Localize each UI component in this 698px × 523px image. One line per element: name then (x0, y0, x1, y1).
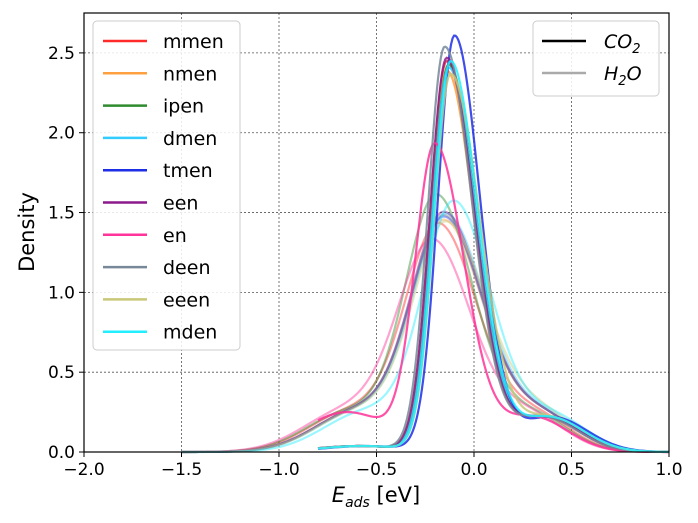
x-tick-label: 1.0 (655, 460, 682, 480)
x-tick-label: 0.0 (460, 460, 487, 480)
y-tick-label: 1.0 (48, 283, 75, 303)
legend-label-deen: deen (163, 257, 210, 279)
y-tick-label: 0.0 (48, 443, 75, 463)
x-tick-label: −0.5 (356, 460, 397, 480)
legend-label-ipen: ipen (163, 96, 204, 118)
legend-label-mden: mden (163, 322, 217, 344)
legend-label-dmen: dmen (163, 128, 217, 150)
legend-adsorbates: CO2 H2O (532, 20, 660, 97)
axis-ticks: −2.0 −1.5 −1.0 −0.5 0.0 0.5 1.0 0.0 0.5 1.0 1.5 2.0… (48, 44, 683, 480)
legend-label-nmen: nmen (163, 63, 217, 85)
x-tick-label: −1.0 (258, 460, 299, 480)
x-tick-label: −1.5 (161, 460, 202, 480)
x-axis-title-symbol: E (332, 483, 346, 507)
x-axis-title-subscript: ads (345, 495, 370, 511)
legend-label-tmen: tmen (163, 160, 213, 182)
legend-amines: mmen nmen ipen dmen tmen een en deen eeen mden (92, 20, 241, 351)
y-axis-title: Density (15, 192, 39, 272)
legend-label-eeen: eeen (163, 289, 210, 311)
legend-co2-label: CO2 (604, 31, 641, 57)
legend-label-een: een (163, 193, 198, 215)
legend-label-en: en (163, 225, 187, 247)
y-tick-label: 2.5 (48, 44, 75, 64)
legend-amines-items: mmen nmen ipen dmen tmen een en deen eeen mden (103, 31, 224, 344)
co2-curve-mden (317, 59, 670, 454)
x-axis-title: Eads [eV] (332, 483, 420, 511)
co2-curves (317, 34, 670, 454)
legend-h2o-label: H2O (604, 63, 642, 89)
y-tick-label: 0.5 (48, 363, 75, 383)
x-tick-label: −2.0 (63, 460, 104, 480)
y-tick-label: 2.0 (48, 124, 75, 144)
x-axis-title-unit: [eV] (370, 483, 420, 507)
co2-curve-en (317, 141, 669, 454)
legend-label-mmen: mmen (163, 31, 224, 53)
x-tick-label: 0.5 (558, 460, 585, 480)
y-tick-label: 1.5 (48, 204, 75, 224)
